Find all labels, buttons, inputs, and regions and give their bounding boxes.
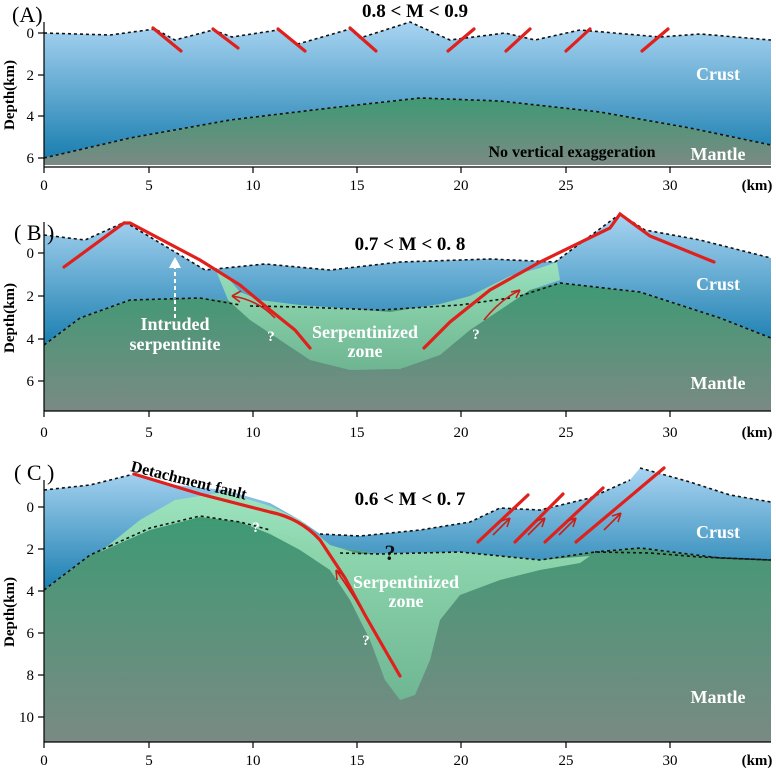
- x-ticks: 0 5 10 15 20 25 30 (km): [40, 167, 772, 194]
- x-tick-label: 0: [40, 178, 48, 194]
- crust-label: Crust: [696, 64, 740, 84]
- crust-base-line: [109, 515, 772, 561]
- panel-b: ( B ) 0.7 < M < 0. 8 Crust Mantle Serpen…: [2, 211, 772, 441]
- crust-layer: [44, 22, 771, 158]
- x-ticks: 0 5 10 15 20 25 30 (km): [40, 411, 772, 441]
- question-mark: ?: [252, 520, 260, 536]
- intrusion-arrow: [169, 257, 181, 318]
- x-unit-label: (km): [742, 753, 773, 769]
- crust-label: Crust: [696, 522, 740, 542]
- mantle-label: Mantle: [691, 144, 746, 164]
- intruded-label: Intruded: [140, 314, 209, 334]
- mantle-layer: [44, 98, 771, 165]
- m-range-label: 0.7 < M < 0. 8: [355, 234, 466, 255]
- serpentinized-label: Serpentinized: [353, 572, 459, 592]
- y-tick-label: 10: [19, 710, 34, 726]
- x-tick-label: 10: [246, 178, 261, 194]
- y-tick-label: 0: [27, 500, 35, 516]
- moho-line: [43, 97, 772, 159]
- seafloor-line: [43, 467, 772, 537]
- mantle-label: Mantle: [691, 373, 746, 393]
- x-unit-label: (km): [742, 178, 773, 194]
- moho-line: [43, 282, 772, 346]
- x-ticks: 0 5 10 15 20 25 30 (km): [40, 742, 772, 769]
- high-angle-faults: [476, 466, 666, 544]
- y-ticks: 0 2 4 6: [27, 26, 44, 167]
- seafloor-line: [43, 213, 772, 271]
- x-tick-label: 25: [559, 753, 574, 769]
- y-axis-label: Depth(km): [2, 283, 18, 353]
- x-tick-label: 30: [663, 178, 678, 194]
- y-tick-label: 4: [27, 332, 35, 348]
- x-tick-label: 25: [559, 178, 574, 194]
- x-tick-label: 0: [40, 753, 48, 769]
- y-tick-label: 0: [27, 246, 35, 262]
- scale-note: No vertical exaggeration: [488, 144, 655, 161]
- normal-faults: [151, 26, 670, 53]
- x-tick-label: 5: [145, 178, 153, 194]
- crust-label: Crust: [696, 274, 740, 294]
- zone-label: zone: [348, 341, 383, 361]
- m-range-label: 0.8 < M < 0.9: [362, 1, 468, 22]
- y-axis-label: Depth(km): [2, 577, 18, 647]
- m-range-label: 0.6 < M < 0. 7: [355, 489, 466, 510]
- y-tick-label: 2: [27, 68, 35, 84]
- serpentinized-label: Serpentinized: [312, 322, 418, 342]
- x-tick-label: 15: [350, 178, 365, 194]
- moho-line: [43, 545, 772, 591]
- detachment-fault: [132, 472, 402, 678]
- panel-a: (A) 0.8 < M < 0.9 Crust Mantle No vertic…: [2, 1, 772, 194]
- x-tick-label: 15: [350, 425, 365, 441]
- question-mark: ?: [362, 633, 370, 649]
- y-tick-label: 6: [27, 151, 35, 167]
- panel-c: ( C ) 0.6 < M < 0. 7 Crust Mantle Serpen…: [2, 458, 772, 769]
- panel-label: (A): [12, 2, 43, 27]
- zone-label: zone: [389, 591, 424, 611]
- panel-label: ( C ): [14, 460, 54, 485]
- y-ticks: 0 2 4 6 8 10: [19, 500, 44, 726]
- y-tick-label: 2: [27, 542, 35, 558]
- x-tick-label: 20: [454, 425, 469, 441]
- slip-arrows: [335, 512, 622, 608]
- slip-arrows: [231, 289, 521, 321]
- y-tick-label: 6: [27, 626, 35, 642]
- y-tick-label: 6: [27, 374, 35, 390]
- x-tick-label: 5: [145, 425, 153, 441]
- y-ticks: 0 2 4 6: [27, 246, 44, 390]
- y-tick-label: 4: [27, 109, 35, 125]
- x-tick-label: 5: [145, 753, 153, 769]
- mantle-label: Mantle: [691, 687, 746, 707]
- x-tick-label: 15: [350, 753, 365, 769]
- x-unit-label: (km): [742, 425, 773, 441]
- y-tick-label: 0: [27, 26, 35, 42]
- y-tick-label: 8: [27, 668, 35, 684]
- y-axis-label: Depth(km): [2, 60, 18, 130]
- detachment-faults: [62, 211, 716, 350]
- x-tick-label: 20: [454, 178, 469, 194]
- panel-label: ( B ): [14, 220, 54, 245]
- crust-layer: [44, 214, 771, 345]
- serpentinized-zone: [215, 262, 560, 370]
- x-tick-label: 10: [246, 425, 261, 441]
- question-mark: ?: [267, 329, 275, 345]
- y-tick-label: 2: [27, 289, 35, 305]
- serpentinite-label: serpentinite: [130, 334, 221, 354]
- y-tick-label: 4: [27, 584, 35, 600]
- x-tick-label: 30: [663, 425, 678, 441]
- x-tick-label: 0: [40, 425, 48, 441]
- x-tick-label: 25: [559, 425, 574, 441]
- question-mark: ?: [385, 540, 396, 565]
- question-mark: ?: [472, 327, 480, 343]
- x-tick-label: 10: [246, 753, 261, 769]
- x-tick-label: 30: [663, 753, 678, 769]
- x-tick-label: 20: [454, 753, 469, 769]
